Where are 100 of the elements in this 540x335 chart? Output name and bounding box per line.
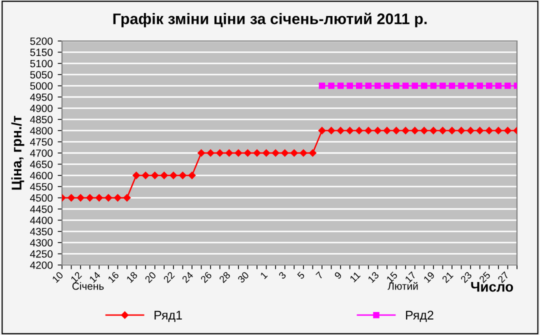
x-tick-label: 16	[108, 271, 120, 283]
chart-title: Графік зміни ціни за січень-лютий 2011 р.	[113, 12, 427, 28]
point	[402, 82, 409, 89]
point	[392, 126, 400, 134]
y-tick-label: 4950	[30, 94, 53, 101]
x-tick-label: 19	[423, 271, 435, 283]
y-tick-label: 4550	[30, 183, 53, 190]
point	[448, 126, 456, 134]
text: Січень	[72, 282, 104, 290]
y-tick-label: 5000	[30, 82, 53, 90]
x-tick-label: 14	[89, 271, 101, 283]
y-tick-label: 4600	[30, 172, 53, 180]
x-axis-title: Число	[471, 282, 514, 292]
y-tick-label: 4850	[30, 116, 53, 124]
x-tick-label: 3	[278, 271, 286, 280]
point	[262, 149, 270, 157]
x-tick-label: 12	[70, 271, 82, 283]
y-tick-label: 4650	[30, 160, 53, 168]
point	[430, 126, 438, 134]
x-tick-label: 26	[200, 271, 212, 284]
x-tick-label: 25	[478, 271, 491, 284]
y-tick-label: 4400	[30, 216, 53, 224]
text: Лютий	[388, 282, 418, 290]
point	[179, 172, 186, 180]
y-tick-label: 4350	[30, 228, 53, 236]
x-tick-label: 11	[350, 271, 361, 282]
x-tick-label: 22	[163, 271, 175, 284]
point	[412, 82, 418, 89]
point	[318, 126, 326, 134]
y-tick-label: 4500	[30, 194, 53, 202]
point	[365, 82, 372, 89]
point	[188, 172, 196, 180]
x-tick-label: 21	[442, 271, 454, 284]
point	[504, 126, 512, 134]
point	[467, 82, 474, 89]
point	[430, 82, 437, 89]
point	[253, 149, 261, 157]
point	[328, 126, 335, 134]
point	[466, 126, 474, 134]
y-tick-label: 4250	[30, 250, 53, 258]
point	[494, 126, 502, 134]
point	[476, 126, 484, 134]
point	[76, 194, 84, 202]
point	[458, 82, 464, 89]
point	[448, 82, 456, 89]
point	[384, 82, 390, 89]
x-tick-label: 10	[52, 271, 64, 283]
y-tick-label: 5150	[30, 48, 53, 56]
point	[356, 126, 363, 134]
y-tick-label: 4700	[30, 150, 53, 157]
x-tick-label: 15	[386, 271, 398, 283]
point	[226, 149, 233, 157]
point	[300, 149, 308, 157]
point	[421, 82, 428, 89]
point	[290, 149, 298, 157]
legend-label: Ряд2	[406, 310, 434, 322]
x-tick-label: 9	[334, 271, 342, 280]
point	[420, 126, 428, 134]
point	[356, 82, 362, 89]
x-tick-label: 7	[316, 271, 324, 280]
point	[151, 172, 158, 180]
point	[318, 82, 326, 89]
point	[374, 126, 382, 134]
point	[244, 149, 252, 157]
point	[142, 172, 150, 180]
x-tick-label: 13	[368, 271, 380, 283]
point	[86, 194, 94, 202]
y-tick-label: 4900	[30, 104, 53, 112]
point	[170, 172, 178, 180]
point	[160, 172, 168, 180]
point	[346, 126, 354, 134]
point	[216, 149, 224, 157]
point	[281, 149, 288, 157]
x-tick-label: 5	[296, 271, 305, 280]
point	[96, 194, 103, 202]
point	[234, 149, 242, 157]
point	[411, 126, 418, 134]
point	[346, 82, 353, 89]
point	[495, 82, 502, 89]
point	[458, 126, 465, 134]
point	[504, 82, 511, 89]
point	[132, 172, 140, 180]
x-tick-label: 17	[404, 271, 416, 283]
point	[309, 149, 316, 157]
point	[393, 82, 400, 89]
point	[402, 126, 410, 134]
point	[272, 149, 280, 157]
y-tick-label: 4300	[30, 239, 53, 246]
point	[123, 194, 131, 202]
y-tick-label: 4200	[30, 262, 53, 269]
y-tick-label: 4450	[30, 206, 53, 213]
point	[104, 194, 112, 202]
y-tick-label: 5050	[30, 71, 53, 78]
point	[364, 126, 372, 134]
point	[336, 126, 344, 134]
x-tick-label: 20	[144, 271, 156, 284]
point	[383, 126, 391, 134]
x-tick-label: 18	[126, 271, 138, 283]
point	[114, 194, 122, 202]
x-tick-label: 28	[218, 271, 231, 284]
